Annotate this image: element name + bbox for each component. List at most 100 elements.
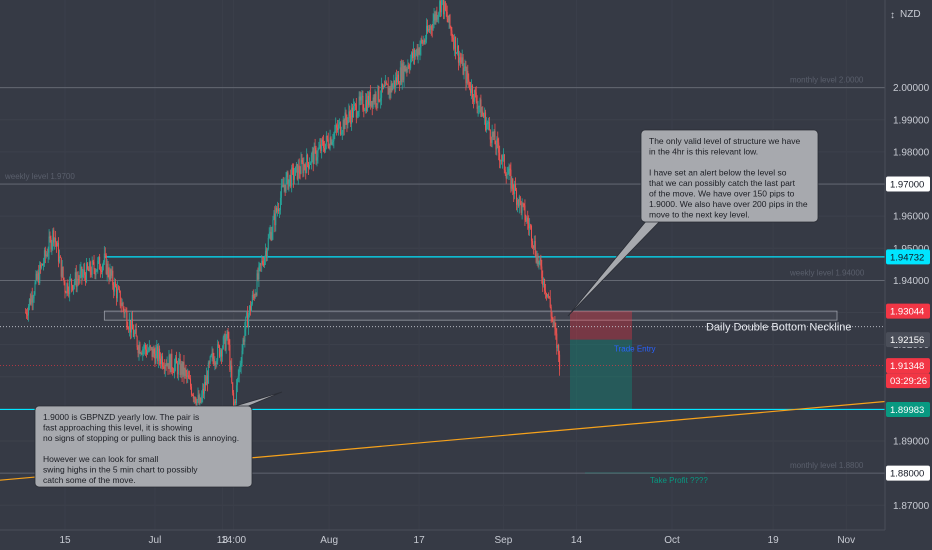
candle-body [267,237,269,250]
candle-body [405,68,407,72]
candle-body [328,146,330,149]
currency-header[interactable]: ↕ NZD [890,9,921,21]
candle-body [451,30,453,38]
candle-body [198,395,200,404]
candle-body [422,40,424,44]
candle-body [528,222,530,229]
candle-body [115,281,117,287]
candle-body [159,348,161,359]
candle-body [325,135,327,144]
candle-body [205,375,207,386]
candle-body [192,394,194,399]
candle-body [336,125,338,128]
candle-body [153,348,155,354]
candle-body [302,162,304,174]
candle-body [323,141,325,149]
candle-body [271,232,273,240]
candle-body [291,167,293,187]
candle-body [164,365,166,370]
candle-body [133,332,135,337]
candle-body [232,382,234,393]
candle-body [554,322,556,329]
candle-body [426,25,428,40]
candle-body [211,352,213,355]
candle-body [522,203,524,205]
level-label: monthly level 2.0000 [790,76,864,85]
time-axis[interactable] [0,530,885,550]
candle-body [74,272,76,282]
callout-line: I have set an alert below the level so [649,168,787,178]
candle-body [455,36,457,54]
candle-body [290,174,292,187]
candle-body [43,250,45,264]
candle-body [313,146,315,165]
candle-body [167,363,169,369]
candle-body [418,48,420,55]
candle-body [58,256,60,262]
candle-body [258,265,260,280]
candle-body [311,151,313,155]
candle-body [448,14,450,23]
candle-body [29,298,31,305]
candle-body [45,254,47,257]
candle-body [222,337,224,349]
candle-body [286,172,288,178]
candle-body [123,308,125,314]
candle-body [486,123,488,125]
candle-body [456,45,458,53]
candle-body [393,80,395,86]
candle-body [239,366,241,368]
callout-box [34,405,253,488]
candle-body [301,159,303,163]
candle-body [177,362,179,375]
candle-body [226,331,228,340]
candle-body [398,84,400,86]
candle-body [57,242,59,262]
candle-body [350,115,352,124]
candle-body [549,297,551,308]
candle-body [469,81,471,89]
candle-body [283,184,285,188]
candle-body [506,174,508,179]
candle-body [498,142,500,153]
candle-body [342,119,344,132]
candle-body [289,174,291,180]
candle-body [55,237,57,243]
candle-body [508,168,510,174]
candle-body [413,49,415,57]
price-axis[interactable] [885,0,932,550]
candle-body [471,85,473,98]
candle-body [505,174,507,179]
candle-body [382,83,384,89]
candle-body [353,104,355,106]
candle-body [52,230,54,244]
candle-body [86,263,88,269]
candle-body [250,303,252,312]
candle-body [434,14,436,21]
candle-body [57,242,59,247]
candle-body [241,350,243,364]
candle-body [551,316,553,318]
candle-body [99,257,101,270]
candle-body [257,273,259,280]
candle-body [27,306,29,316]
candle-body [474,89,476,93]
candle-body [201,395,203,403]
candle-body [134,329,136,333]
candle-body [131,318,133,330]
candle-body [132,329,134,337]
candle-body [131,318,133,333]
candle-body [439,1,441,13]
candle-body [141,353,143,355]
candle-body [333,133,335,141]
candle-body [266,249,268,258]
candle-body [28,298,30,307]
candle-body [501,160,503,162]
candle-body [68,292,70,294]
candle-body [427,29,429,32]
candle-body [288,179,290,189]
candle-body [471,85,473,93]
candle-body [170,353,172,373]
candle-body [100,269,102,271]
